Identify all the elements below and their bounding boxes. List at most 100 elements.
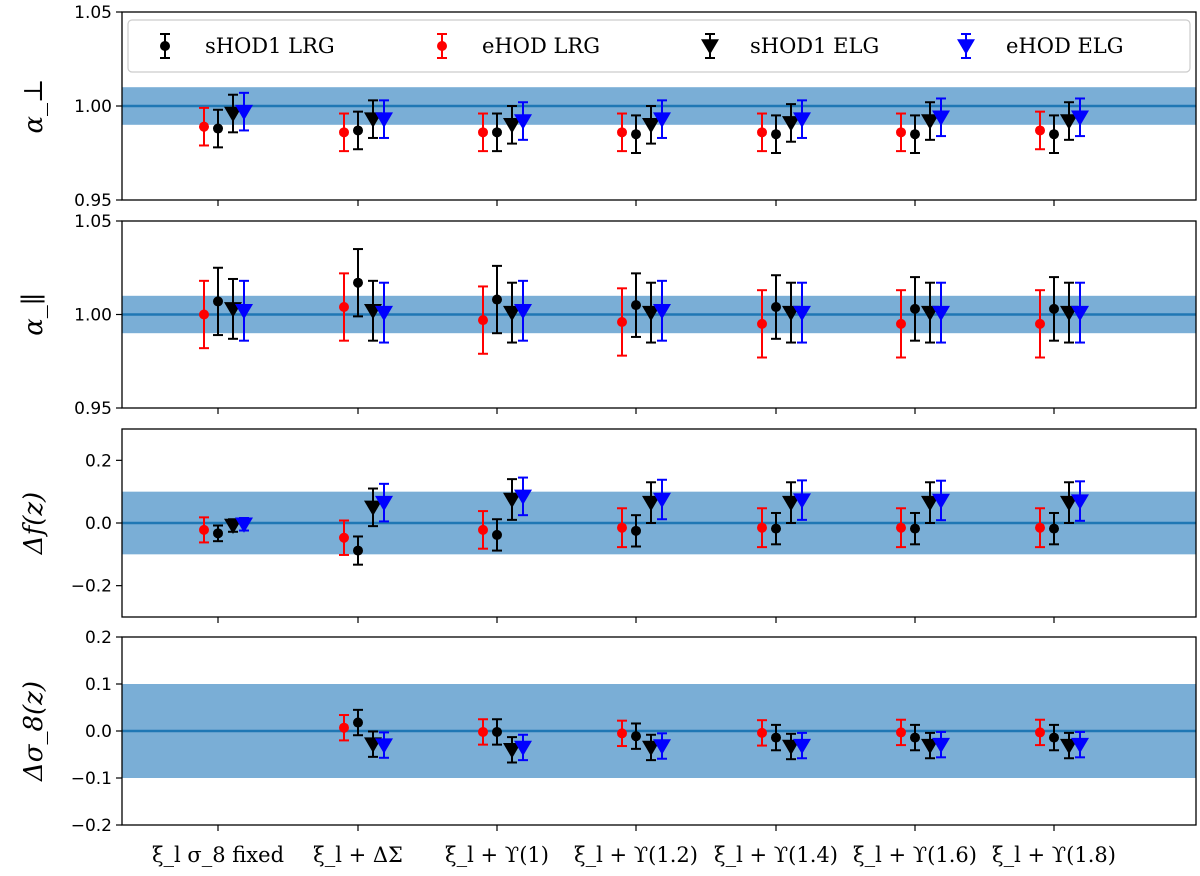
data-point <box>757 318 767 329</box>
y-tick-label: 1.05 <box>74 212 112 232</box>
data-point <box>224 106 242 123</box>
data-point <box>375 305 393 322</box>
x-tick-label: ξ_l + ϒ(1) <box>445 843 549 867</box>
data-point <box>235 104 253 121</box>
series-shod1-elg <box>364 730 1078 764</box>
data-point <box>896 127 906 138</box>
data-point <box>199 309 209 320</box>
legend-label: eHOD LRG <box>482 34 600 58</box>
y-tick-label: 1.05 <box>74 3 112 23</box>
y-tick-label: 0.0 <box>85 514 112 534</box>
data-point <box>514 304 532 320</box>
panel-4: −0.2 −0.1 0.0 0.1 0.2 Δσ_8(z) <box>19 628 1197 836</box>
data-point <box>1035 125 1045 136</box>
series-shod1-lrg <box>213 248 1059 342</box>
data-point <box>478 726 488 737</box>
data-point <box>896 522 906 533</box>
x-category-labels: ξ_l σ_8 fixed ξ_l + ΔΣ ξ_l + ϒ(1) ξ_l + ϒ(1… <box>152 843 1116 867</box>
data-point <box>1060 738 1078 755</box>
x-tick-label: ξ_l + ϒ(1.8) <box>992 843 1116 867</box>
data-point <box>1035 318 1045 329</box>
data-point <box>492 529 502 540</box>
x-tick-label: ξ_l + ΔΣ <box>313 843 403 867</box>
data-point <box>1035 727 1045 738</box>
data-point <box>642 305 660 322</box>
data-point <box>514 489 532 505</box>
panels: 0.95 1.00 1.05 α_⊥ 0.95 1.00 1.05 α_∥ −0.2 0.0 0.2… <box>19 3 1197 836</box>
series-ehod-lrg <box>199 272 1045 359</box>
data-point <box>617 316 627 327</box>
data-point <box>631 731 641 742</box>
series-shod1-lrg <box>353 708 1059 752</box>
series-ehod-lrg <box>199 507 1045 556</box>
legend-marker <box>160 41 170 51</box>
y-tick-label: 1.00 <box>74 97 112 117</box>
legend-label: sHOD1 LRG <box>205 34 335 58</box>
data-point <box>1049 129 1059 140</box>
data-point <box>642 495 660 512</box>
data-point <box>339 532 349 543</box>
data-point <box>213 123 223 134</box>
y-axis-label: α_⊥ <box>19 78 49 133</box>
panel-3: −0.2 0.0 0.2 Δf(z) <box>19 428 1197 623</box>
data-point <box>199 121 209 132</box>
data-point <box>1071 494 1089 510</box>
data-point <box>224 518 242 535</box>
data-point <box>910 523 920 534</box>
data-point <box>617 522 627 533</box>
data-point <box>503 492 521 509</box>
data-point <box>757 522 767 533</box>
data-point <box>631 525 641 536</box>
data-point <box>492 294 502 305</box>
series-ehod-elg <box>235 476 1089 533</box>
data-point <box>910 129 920 140</box>
data-point <box>932 493 950 509</box>
legend-entry: eHOD LRG <box>437 33 600 59</box>
legend-marker <box>437 41 447 51</box>
data-point <box>375 738 393 754</box>
data-point <box>921 495 939 512</box>
y-axis-label: Δf(z) <box>19 492 49 555</box>
data-point <box>793 738 811 755</box>
data-point <box>793 493 811 509</box>
data-point <box>375 495 393 512</box>
data-point <box>1071 737 1089 754</box>
series-shod1-lrg <box>213 108 1059 154</box>
data-point <box>653 739 671 755</box>
y-axis-label: α_∥ <box>19 293 49 336</box>
data-point <box>631 129 641 140</box>
data-point <box>1049 732 1059 743</box>
x-tick-label: ξ_l + ϒ(1.4) <box>714 843 838 867</box>
data-point <box>364 500 382 516</box>
y-tick-label: 0.2 <box>85 628 112 648</box>
data-point <box>503 305 521 322</box>
y-tick-label: −0.2 <box>71 816 112 836</box>
series-ehod-elg <box>235 91 1089 141</box>
x-tick-label: ξ_l + ϒ(1.6) <box>853 843 977 867</box>
data-point <box>771 732 781 743</box>
data-point <box>503 743 521 759</box>
data-point <box>1035 522 1045 533</box>
data-point <box>642 118 660 134</box>
data-point <box>617 728 627 739</box>
data-point <box>896 727 906 738</box>
data-point <box>339 127 349 138</box>
legend-marker <box>701 39 719 55</box>
data-point <box>653 492 671 509</box>
data-point <box>1049 303 1059 314</box>
data-point <box>653 112 671 128</box>
data-point <box>631 300 641 311</box>
data-point <box>1060 114 1078 130</box>
legend-marker <box>957 39 975 55</box>
series-shod1-lrg <box>213 511 1059 566</box>
legend-entry: eHOD ELG <box>957 33 1124 59</box>
x-tick-label: ξ_l + ϒ(1.2) <box>574 843 698 867</box>
data-point <box>782 495 800 512</box>
y-axis-label: Δσ_8(z) <box>19 681 49 782</box>
data-point <box>771 129 781 140</box>
y-tick-label: 0.2 <box>85 451 112 471</box>
data-point <box>353 545 363 556</box>
data-point <box>932 737 950 754</box>
data-point <box>353 277 363 288</box>
data-point <box>353 717 363 728</box>
